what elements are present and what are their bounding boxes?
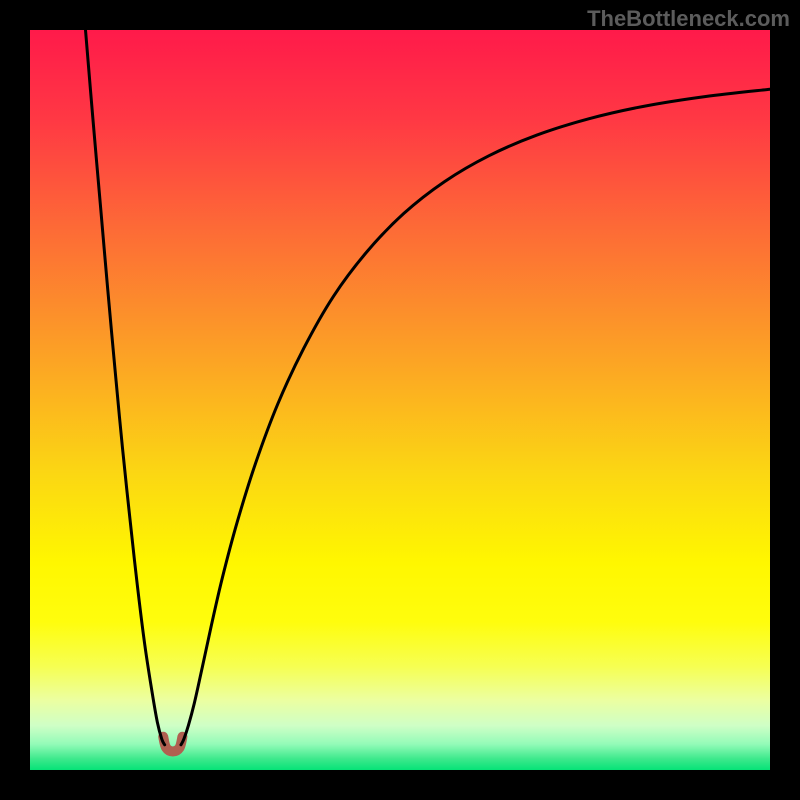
gradient-background	[30, 30, 770, 770]
plot-svg	[30, 30, 770, 770]
chart-container: TheBottleneck.com	[0, 0, 800, 800]
plot-area	[30, 30, 770, 770]
watermark-text: TheBottleneck.com	[587, 6, 790, 32]
